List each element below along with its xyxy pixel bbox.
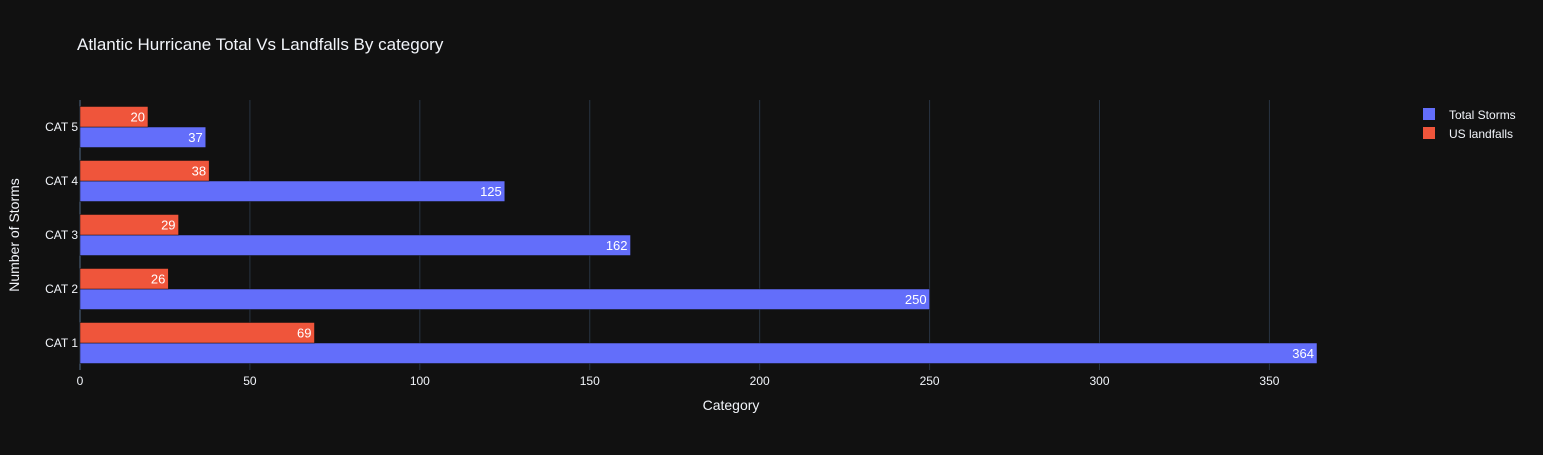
bar-us-landfalls[interactable] (79, 214, 179, 236)
bar-total-storms[interactable] (79, 288, 930, 310)
x-axis-title: Category (703, 397, 760, 413)
x-tick-label: 100 (410, 374, 430, 388)
x-tick-label: 0 (77, 374, 84, 388)
x-tick-label: 300 (1089, 374, 1109, 388)
legend[interactable]: Total Storms US landfalls (1423, 108, 1516, 141)
legend-swatch[interactable] (1423, 108, 1435, 120)
bar-value-label: 250 (905, 292, 927, 307)
y-tick-label: CAT 1 (45, 336, 78, 350)
bars-layer (79, 106, 1318, 364)
legend-swatch[interactable] (1423, 127, 1435, 139)
x-tick-label: 150 (580, 374, 600, 388)
bar-value-label: 69 (297, 325, 311, 340)
chart-title: Atlantic Hurricane Total Vs Landfalls By… (77, 35, 444, 54)
bar-value-label: 38 (192, 163, 206, 178)
bar-value-label: 26 (151, 271, 165, 286)
bar-us-landfalls[interactable] (79, 160, 210, 182)
bar-us-landfalls[interactable] (79, 106, 149, 128)
x-tick-label: 250 (920, 374, 940, 388)
y-axis-title: Number of Storms (6, 178, 22, 292)
y-tick-label: CAT 2 (45, 282, 78, 296)
x-tick-label: 350 (1259, 374, 1279, 388)
y-tick-labels: CAT 1 CAT 2 CAT 3 CAT 4 CAT 5 (45, 120, 78, 350)
legend-label[interactable]: US landfalls (1449, 127, 1513, 141)
bar-total-storms[interactable] (79, 180, 506, 202)
bar-value-label: 29 (161, 217, 175, 232)
y-tick-label: CAT 3 (45, 228, 78, 242)
bar-us-landfalls[interactable] (79, 322, 315, 344)
bar-total-storms[interactable] (79, 234, 631, 256)
x-tick-label: 50 (243, 374, 257, 388)
bar-total-storms[interactable] (79, 342, 1318, 364)
bar-value-label: 125 (480, 184, 502, 199)
legend-label[interactable]: Total Storms (1449, 108, 1516, 122)
y-tick-label: CAT 4 (45, 174, 78, 188)
x-tick-label: 200 (750, 374, 770, 388)
bar-us-landfalls[interactable] (79, 268, 169, 290)
x-tick-labels: 0 50 100 150 200 250 300 350 (77, 374, 1280, 388)
bar-value-label: 162 (606, 238, 628, 253)
bar-total-storms[interactable] (79, 126, 206, 148)
bar-value-label: 20 (130, 109, 144, 124)
bar-value-label: 37 (188, 130, 202, 145)
data-labels-layer: 364 69 250 26 162 29 125 38 37 20 (130, 109, 1314, 361)
bar-value-label: 364 (1292, 346, 1314, 361)
y-tick-label: CAT 5 (45, 120, 78, 134)
